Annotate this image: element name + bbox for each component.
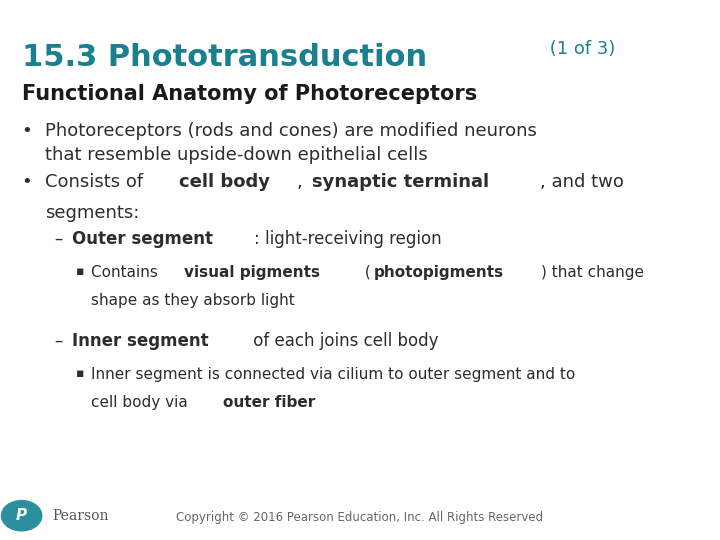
Text: Contains: Contains	[91, 265, 163, 280]
Text: : light-receiving region: : light-receiving region	[254, 230, 441, 247]
Text: cell body: cell body	[179, 173, 271, 191]
Text: Inner segment: Inner segment	[72, 332, 209, 350]
Text: P: P	[16, 508, 27, 523]
Text: Copyright © 2016 Pearson Education, Inc. All Rights Reserved: Copyright © 2016 Pearson Education, Inc.…	[176, 511, 544, 524]
Text: Functional Anatomy of Photoreceptors: Functional Anatomy of Photoreceptors	[22, 84, 477, 104]
Text: –: –	[54, 332, 63, 350]
Text: ) that change: ) that change	[541, 265, 644, 280]
Text: Pearson: Pearson	[52, 509, 108, 523]
Text: 15.3 Phototransduction: 15.3 Phototransduction	[22, 43, 427, 72]
Text: photopigments: photopigments	[374, 265, 503, 280]
Text: (: (	[359, 265, 370, 280]
Text: visual pigments: visual pigments	[184, 265, 320, 280]
Text: synaptic terminal: synaptic terminal	[312, 173, 489, 191]
Text: •: •	[22, 122, 32, 139]
Text: of each joins cell body: of each joins cell body	[248, 332, 438, 350]
Text: •: •	[22, 173, 32, 191]
Text: –: –	[54, 230, 63, 247]
Text: Consists of: Consists of	[45, 173, 149, 191]
Text: outer fiber: outer fiber	[222, 395, 315, 410]
Text: ▪: ▪	[76, 265, 84, 278]
Circle shape	[1, 501, 42, 531]
Text: ,: ,	[297, 173, 308, 191]
Text: segments:: segments:	[45, 204, 140, 222]
Text: ▪: ▪	[76, 367, 84, 380]
Text: Photoreceptors (rods and cones) are modified neurons
that resemble upside-down e: Photoreceptors (rods and cones) are modi…	[45, 122, 537, 164]
Text: Inner segment is connected via cilium to outer segment and to: Inner segment is connected via cilium to…	[91, 367, 576, 382]
Text: Outer segment: Outer segment	[72, 230, 213, 247]
Text: shape as they absorb light: shape as they absorb light	[91, 293, 295, 308]
Text: cell body via: cell body via	[91, 395, 193, 410]
Text: , and two: , and two	[540, 173, 624, 191]
Text: (1 of 3): (1 of 3)	[544, 40, 616, 58]
